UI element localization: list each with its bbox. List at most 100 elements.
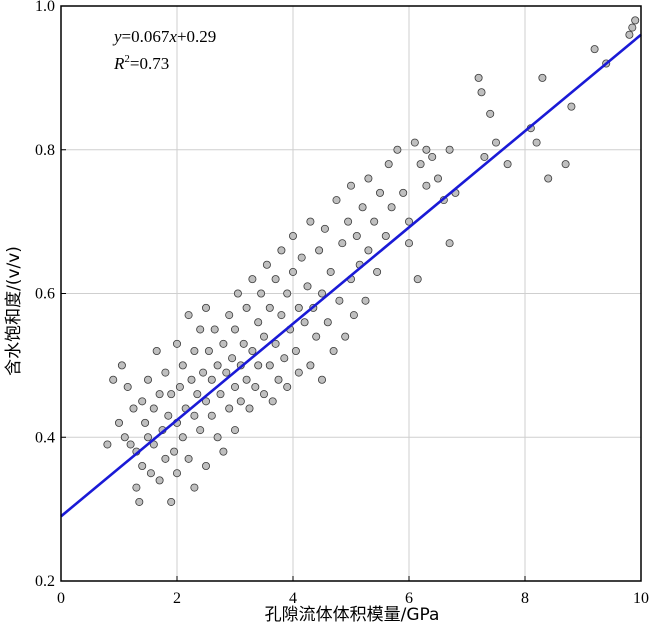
data-point xyxy=(294,368,303,377)
data-point xyxy=(161,368,170,377)
data-point xyxy=(213,361,222,370)
fit-line xyxy=(60,33,642,518)
data-point xyxy=(254,361,263,370)
data-point xyxy=(155,390,164,399)
data-point xyxy=(230,325,239,334)
data-point xyxy=(370,217,379,226)
equation-coef: =0.067 xyxy=(122,27,170,46)
data-point xyxy=(190,483,199,492)
data-point xyxy=(474,73,483,82)
data-point xyxy=(152,346,161,355)
data-point xyxy=(503,160,512,169)
equation-y: y xyxy=(112,27,122,46)
data-point xyxy=(219,447,228,456)
data-point xyxy=(486,109,495,118)
data-point xyxy=(225,311,234,320)
data-point xyxy=(317,289,326,298)
data-point xyxy=(384,160,393,169)
data-point xyxy=(225,404,234,413)
x-tick-label: 8 xyxy=(521,590,529,607)
x-tick-label: 0 xyxy=(57,590,65,607)
data-point xyxy=(259,390,268,399)
data-point xyxy=(213,433,222,442)
data-point xyxy=(207,411,216,420)
data-point xyxy=(300,318,309,327)
data-point xyxy=(117,361,126,370)
data-point xyxy=(341,332,350,341)
data-point xyxy=(561,160,570,169)
data-point xyxy=(567,102,576,111)
data-point xyxy=(135,497,144,506)
data-point xyxy=(242,303,251,312)
data-point xyxy=(262,260,271,269)
data-point xyxy=(352,231,361,240)
data-point xyxy=(199,368,208,377)
data-point xyxy=(283,289,292,298)
data-point xyxy=(303,282,312,291)
data-point xyxy=(393,145,402,154)
data-point xyxy=(422,145,431,154)
data-point xyxy=(590,45,599,54)
data-point xyxy=(404,239,413,248)
data-point xyxy=(628,23,637,32)
data-point xyxy=(132,483,141,492)
data-point xyxy=(332,196,341,205)
data-point xyxy=(245,404,254,413)
data-point xyxy=(184,311,193,320)
data-point xyxy=(201,461,210,470)
data-point xyxy=(172,469,181,478)
y-tick-label: 0.8 xyxy=(35,142,55,159)
data-point xyxy=(477,88,486,97)
data-point xyxy=(242,375,251,384)
data-point xyxy=(364,246,373,255)
data-point xyxy=(236,397,245,406)
data-point xyxy=(143,433,152,442)
data-point xyxy=(233,289,242,298)
r2-label: R xyxy=(113,54,125,73)
data-point xyxy=(239,339,248,348)
data-point xyxy=(445,239,454,248)
x-tick-label: 6 xyxy=(405,590,413,607)
data-point xyxy=(172,339,181,348)
data-point xyxy=(254,318,263,327)
y-tick-label: 0.2 xyxy=(35,573,55,590)
y-tick-label: 0.6 xyxy=(35,286,55,303)
data-point xyxy=(538,73,547,82)
data-point xyxy=(358,203,367,212)
data-point xyxy=(248,346,257,355)
data-point xyxy=(315,246,324,255)
data-point xyxy=(190,346,199,355)
data-point xyxy=(196,426,205,435)
y-axis-title: 含水饱和度/(v/v) xyxy=(4,246,24,376)
data-point xyxy=(491,138,500,147)
y-axis-ticks: 0.2 0.4 0.6 0.8 1.0 xyxy=(35,0,66,590)
data-point xyxy=(544,174,553,183)
data-point xyxy=(625,30,634,39)
data-point xyxy=(297,253,306,262)
data-point xyxy=(138,461,147,470)
data-point xyxy=(422,181,431,190)
data-point xyxy=(349,311,358,320)
regression-equation: y=0.067x+0.29 xyxy=(112,27,216,46)
data-point xyxy=(228,354,237,363)
y-tick-label: 0.4 xyxy=(35,429,55,446)
data-point xyxy=(532,138,541,147)
data-point xyxy=(201,303,210,312)
data-point xyxy=(288,231,297,240)
data-point xyxy=(294,303,303,312)
data-point xyxy=(445,145,454,154)
data-point xyxy=(167,497,176,506)
data-point xyxy=(323,318,332,327)
data-point xyxy=(248,275,257,284)
data-point xyxy=(115,418,124,427)
grid-lines xyxy=(60,5,642,582)
data-point xyxy=(268,397,277,406)
r2-value: =0.73 xyxy=(130,54,169,73)
data-point xyxy=(190,411,199,420)
data-point xyxy=(265,303,274,312)
data-point xyxy=(361,296,370,305)
data-point xyxy=(283,382,292,391)
regression-line xyxy=(60,33,642,518)
data-point xyxy=(126,440,135,449)
data-point xyxy=(129,404,138,413)
